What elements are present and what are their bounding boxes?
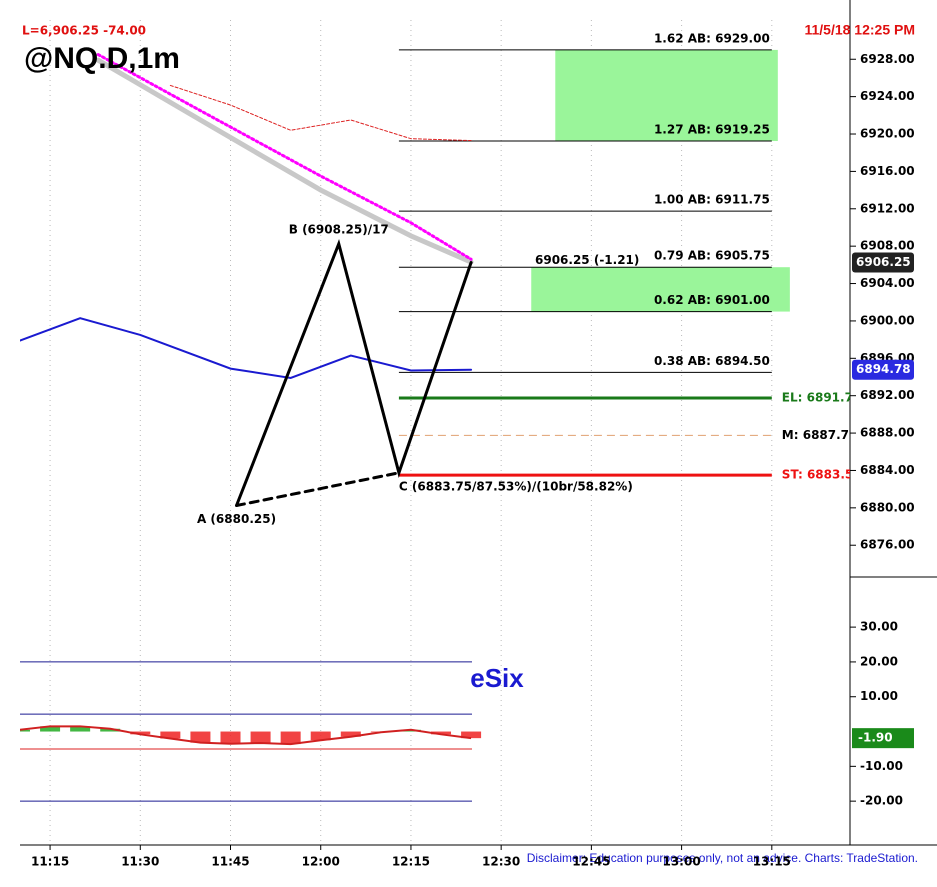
fib-label: 1.62 AB: 6929.00: [654, 31, 770, 45]
indicator-line: [20, 725, 472, 746]
histogram-bar: [40, 726, 61, 732]
x-tick-label: 11:15: [31, 855, 69, 869]
y-tick-label: 6924.00: [860, 89, 915, 103]
last-price: L=6,906.25 -74.00: [22, 24, 146, 38]
fib-label: 1.27 AB: 6919.25: [654, 123, 770, 137]
histogram-bar: [280, 731, 301, 745]
series-line: [96, 53, 473, 261]
histogram-bar: [70, 726, 91, 732]
x-tick-label: 11:30: [121, 855, 159, 869]
x-tick-label: 13:00: [662, 855, 700, 869]
x-tick-label: 12:30: [482, 855, 520, 869]
y-tick-label: 6920.00: [860, 127, 915, 141]
x-tick-label: 12:45: [572, 855, 610, 869]
price-tag-label: 6894.78: [856, 362, 911, 376]
histogram-bar: [220, 731, 241, 744]
y-tick-label: 6908.00: [860, 239, 915, 253]
x-tick-label: 12:15: [392, 855, 430, 869]
plot-area: 1.62 AB: 6929.00 1.27 AB: 6919.25 1.00 AB:…: [20, 20, 862, 845]
trade-label: EL: 6891.75: [782, 391, 861, 405]
indicator-tag: [852, 728, 914, 749]
y-tick-label: 6912.00: [860, 201, 915, 215]
pattern-label: C (6883.75/87.53%)/(10br/58.82%): [399, 479, 633, 493]
series-line: [169, 84, 472, 142]
histogram-bar: [20, 729, 30, 732]
series-line: [20, 317, 473, 379]
price-tag: [852, 252, 914, 273]
trade-label: ST: 6883.50: [782, 468, 862, 482]
y-tick-label: 20.00: [860, 654, 898, 668]
series-line: [95, 57, 474, 265]
pattern-label: B (6908.25)/17: [289, 222, 389, 236]
y-tick-label: 10.00: [860, 689, 898, 703]
indicator-tag-label: -1.90: [858, 731, 893, 745]
histogram-bar: [461, 731, 482, 739]
target-zone: [555, 49, 778, 142]
disclaimer: Disclaimer: Education purposes only, not…: [527, 851, 918, 865]
fib-label: 0.62 AB: 6901.00: [654, 293, 770, 307]
price-tag-label: 6906.25: [856, 255, 911, 269]
x-tick-label: 12:00: [302, 855, 340, 869]
histogram-bar: [100, 728, 121, 732]
histogram-bar: [190, 731, 211, 743]
y-tick-label: 6900.00: [860, 313, 915, 327]
trade-label: M: 6887.75: [782, 428, 858, 442]
histogram-bar: [130, 731, 151, 735]
histogram-bar: [160, 731, 181, 739]
price-tag: [852, 359, 914, 380]
y-tick-label: 30.00: [860, 620, 898, 634]
symbol-title: @NQ.D,1m: [24, 42, 180, 75]
y-tick-label: 6916.00: [860, 164, 915, 178]
histogram-bar: [250, 731, 271, 744]
y-tick-label: -20.00: [860, 794, 903, 808]
target-zone: [531, 267, 790, 312]
pattern-label: A (6880.25): [197, 512, 276, 526]
fib-label: 0.79 AB: 6905.75: [654, 249, 770, 263]
y-tick-label: -10.00: [860, 759, 903, 773]
timestamp: 11/5/18 12:25 PM: [804, 22, 915, 38]
indicator-title: eSix: [470, 663, 524, 693]
y-tick-label: 6904.00: [860, 276, 915, 290]
y-tick-label: 6876.00: [860, 538, 915, 552]
fib-label: 0.38 AB: 6894.50: [654, 354, 770, 368]
x-tick-label: 11:45: [211, 855, 249, 869]
x-tick-label: 13:15: [753, 855, 791, 869]
histogram-bar: [431, 731, 452, 735]
y-tick-label: 6888.00: [860, 426, 915, 440]
y-tick-label: 6892.00: [860, 388, 915, 402]
series-line: [235, 471, 401, 508]
series-line: [235, 238, 473, 508]
y-tick-label: 6928.00: [860, 52, 915, 66]
y-tick-label: 6884.00: [860, 463, 915, 477]
fib-label: 1.00 AB: 6911.75: [654, 193, 770, 207]
y-tick-label: 6880.00: [860, 500, 915, 514]
histogram-bar: [310, 731, 331, 741]
current-price-label: 6906.25 (-1.21): [535, 253, 639, 267]
histogram-bar: [340, 731, 361, 737]
